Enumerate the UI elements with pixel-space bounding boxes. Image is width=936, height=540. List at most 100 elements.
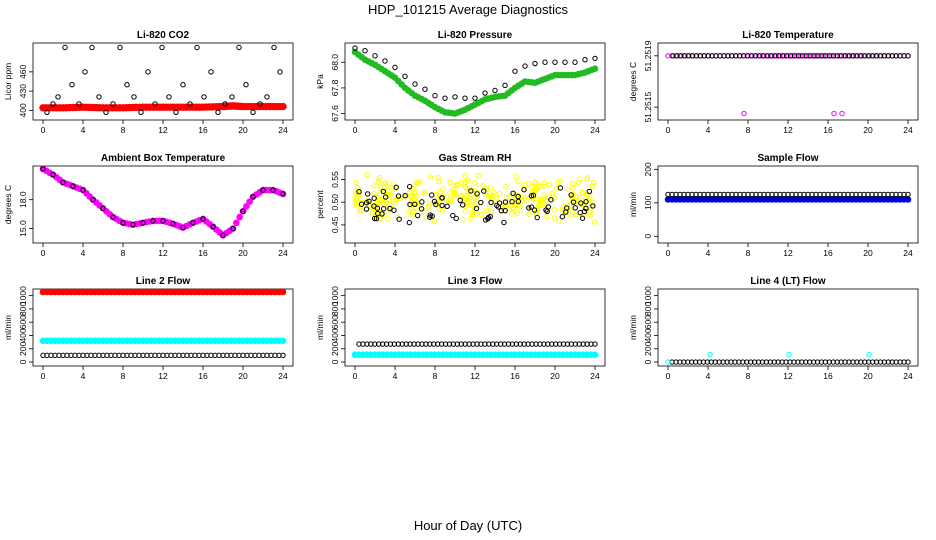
data-point	[522, 63, 528, 69]
data-point	[474, 211, 481, 217]
data-point	[491, 189, 497, 196]
y-tick-label: 400	[18, 328, 28, 342]
chart-title: Sample Flow	[757, 153, 818, 164]
y-tick-label: 0.50	[330, 194, 340, 211]
data-point	[557, 178, 563, 184]
data-point	[502, 199, 509, 205]
x-tick-label: 20	[238, 125, 248, 135]
y-tick-label: 800	[18, 302, 28, 316]
data-point	[591, 351, 599, 359]
data-point	[537, 183, 543, 189]
data-point	[384, 191, 390, 198]
data-point	[905, 53, 911, 59]
series-cyan	[665, 352, 872, 365]
data-point	[271, 44, 277, 51]
y-tick-label: 200	[330, 341, 340, 355]
data-point	[528, 204, 535, 210]
data-point	[552, 59, 558, 65]
data-point	[572, 59, 578, 65]
data-point	[363, 200, 370, 206]
data-point	[69, 82, 75, 88]
data-point	[425, 204, 431, 210]
data-point	[230, 225, 236, 232]
series-green	[351, 48, 599, 117]
data-point	[503, 184, 509, 190]
data-point	[418, 206, 425, 212]
data-point	[831, 110, 837, 117]
data-point	[439, 202, 445, 209]
data-point	[40, 166, 46, 172]
data-point	[510, 190, 516, 197]
data-point	[576, 176, 583, 182]
data-point	[513, 173, 519, 180]
data-point	[492, 87, 498, 94]
plot-frame	[344, 42, 606, 121]
x-tick-label: 24	[278, 371, 288, 381]
data-point	[532, 179, 539, 185]
x-tick-label: 8	[121, 248, 126, 258]
series-cyan	[39, 337, 287, 345]
y-axis-label: ml/min	[3, 315, 13, 340]
plot-frame	[32, 165, 294, 244]
data-point	[557, 185, 564, 191]
x-tick-label: 12	[158, 371, 168, 381]
data-point	[543, 207, 549, 213]
data-point	[377, 215, 383, 222]
data-point	[354, 196, 360, 202]
data-point	[233, 219, 240, 227]
data-point	[387, 192, 393, 198]
data-point	[145, 69, 151, 75]
x-tick-label: 4	[393, 371, 398, 381]
data-point	[526, 211, 532, 217]
x-tick-label: 16	[823, 371, 833, 381]
data-point	[528, 193, 535, 199]
data-point	[377, 197, 384, 204]
data-point	[563, 209, 569, 215]
data-point	[358, 201, 365, 207]
data-point	[280, 191, 286, 197]
data-point	[422, 86, 428, 92]
data-point	[257, 101, 263, 107]
data-point	[570, 199, 577, 205]
data-point	[472, 95, 478, 101]
data-point	[562, 59, 568, 65]
data-point	[480, 183, 486, 189]
x-tick-label: 12	[470, 371, 480, 381]
x-tick-label: 24	[590, 125, 600, 135]
data-point	[466, 195, 472, 201]
data-point	[427, 214, 433, 220]
data-point	[236, 213, 243, 221]
data-point	[474, 191, 480, 197]
data-point	[279, 102, 287, 111]
data-point	[569, 198, 576, 204]
data-point	[371, 183, 377, 189]
data-point	[541, 180, 547, 186]
y-tick-label: 0	[643, 359, 653, 364]
data-point	[497, 190, 503, 197]
data-point	[229, 94, 235, 100]
data-point	[410, 192, 417, 199]
y-axis-label: ml/min	[315, 315, 325, 340]
data-point	[89, 44, 95, 51]
data-point	[512, 68, 518, 74]
x-tick-label: 12	[470, 248, 480, 258]
data-point	[462, 95, 468, 101]
chart-title: Li-820 CO2	[137, 30, 190, 41]
y-axis-label: percent	[315, 190, 325, 219]
data-point	[393, 197, 400, 203]
series-black	[356, 341, 598, 347]
x-tick-label: 0	[353, 248, 358, 258]
x-tick-label: 0	[41, 371, 46, 381]
y-tick-label: 600	[18, 315, 28, 329]
data-point	[371, 190, 377, 197]
data-point	[380, 206, 387, 212]
data-point	[396, 216, 402, 222]
data-point	[462, 173, 468, 179]
data-point	[243, 203, 250, 210]
x-tick-label: 8	[121, 125, 126, 135]
data-point	[358, 208, 365, 214]
data-point	[510, 205, 517, 211]
data-point	[80, 187, 86, 193]
data-point	[187, 101, 193, 107]
data-point	[279, 337, 287, 345]
